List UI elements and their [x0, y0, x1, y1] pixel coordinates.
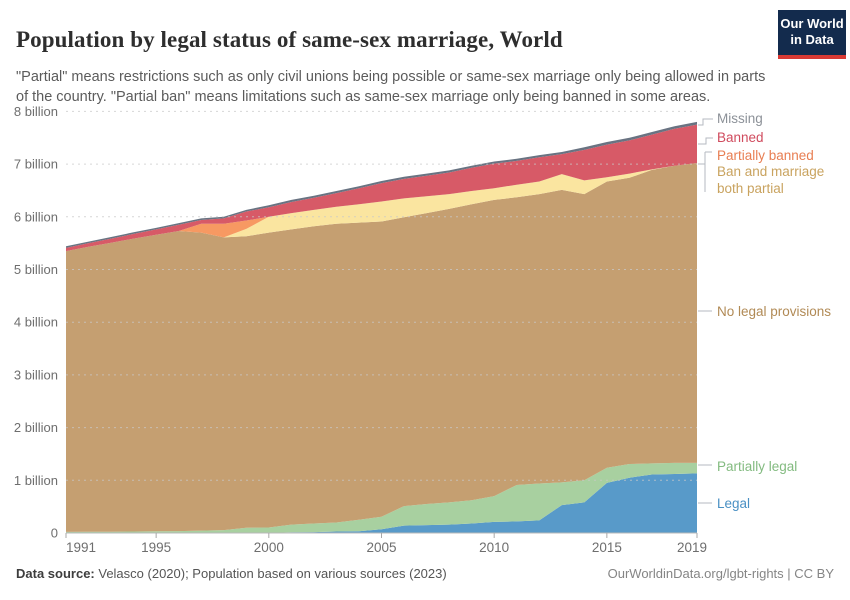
y-tick-label: 8 billion: [14, 104, 58, 119]
x-tick-label: 2005: [366, 540, 396, 555]
x-tick-label: 2010: [479, 540, 509, 555]
x-tick-label: 1995: [141, 540, 171, 555]
legend-item-both_partial[interactable]: Ban and marriage both partial: [717, 164, 825, 196]
x-tick-label: 1991: [66, 540, 96, 555]
legend-connector: [698, 137, 713, 145]
y-tick-label: 1 billion: [14, 473, 58, 488]
y-tick-label: 3 billion: [14, 367, 58, 382]
owid-logo[interactable]: Our World in Data: [778, 10, 846, 59]
legend-item-partially_legal[interactable]: Partially legal: [717, 459, 798, 474]
legend-item-partially_banned[interactable]: Partially banned: [717, 148, 814, 163]
area-legal[interactable]: [66, 473, 697, 533]
y-tick-label: 4 billion: [14, 315, 58, 330]
chart-subtitle: "Partial" means restrictions such as onl…: [16, 68, 766, 105]
y-tick-label: 6 billion: [14, 209, 58, 224]
y-tick-label: 0: [51, 526, 58, 541]
legend-item-legal[interactable]: Legal: [717, 496, 751, 511]
data-source-note: Data source: Velasco (2020); Population …: [16, 566, 447, 581]
area-no_provisions[interactable]: [66, 163, 697, 532]
x-tick-label: 2019: [677, 540, 707, 555]
x-tick-label: 2015: [592, 540, 622, 555]
area-banned[interactable]: [66, 124, 697, 252]
legend-item-missing[interactable]: Missing: [717, 111, 763, 126]
legend-item-banned[interactable]: Banned: [717, 130, 764, 145]
y-tick-label: 2 billion: [14, 420, 58, 435]
footer: Data source: Velasco (2020); Population …: [16, 566, 834, 581]
y-tick-label: 7 billion: [14, 157, 58, 172]
legend-connector: [698, 151, 712, 192]
legend-item-no_provisions[interactable]: No legal provisions: [717, 304, 832, 319]
owid-logo-line1: Our World: [780, 16, 844, 31]
legend-connector: [698, 118, 713, 126]
data-source-text: Velasco (2020); Population based on vari…: [94, 566, 447, 581]
data-source-label: Data source:: [16, 566, 95, 581]
owid-logo-line2: in Data: [790, 32, 834, 48]
x-tick-label: 2000: [254, 540, 284, 555]
area-partially_banned[interactable]: [66, 163, 697, 252]
y-tick-label: 5 billion: [14, 262, 58, 277]
page-title: Population by legal status of same-sex m…: [16, 27, 563, 53]
area-both_partial[interactable]: [66, 163, 697, 252]
area-partially_legal[interactable]: [66, 462, 697, 533]
license-link[interactable]: OurWorldinData.org/lgbt-rights | CC BY: [607, 566, 834, 581]
